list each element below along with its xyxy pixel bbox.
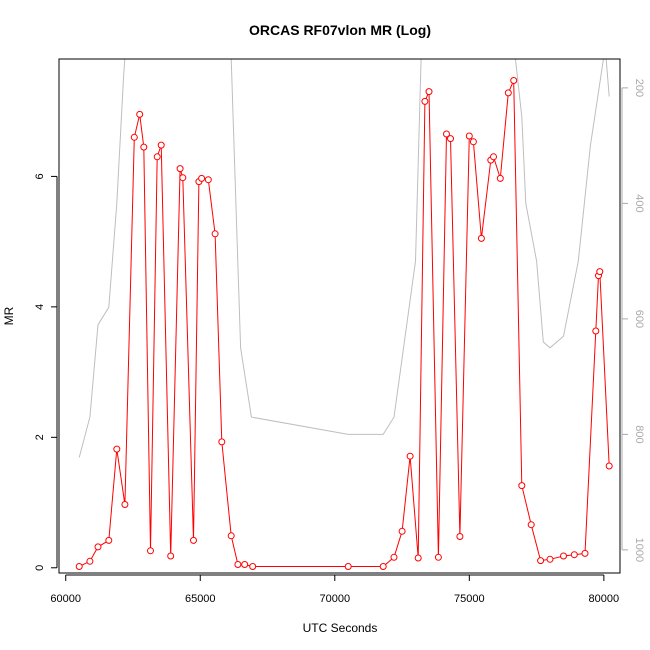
x-tick-label: 80000	[589, 593, 620, 605]
data-point	[204, 176, 212, 184]
right-tick-label: 800	[633, 425, 645, 443]
data-point	[537, 557, 545, 565]
data-point	[560, 552, 567, 560]
data-point	[130, 133, 138, 141]
y-tick-label: 6	[34, 173, 46, 179]
right-tick-label: 1000	[633, 538, 645, 562]
data-point	[456, 533, 464, 540]
x-tick-label: 70000	[319, 593, 350, 605]
data-point	[469, 138, 477, 146]
data-point	[496, 174, 504, 182]
data-point	[157, 141, 165, 149]
right-tick-label: 600	[633, 310, 645, 328]
plot-frame	[58, 58, 621, 574]
data-point	[249, 563, 257, 570]
data-point	[153, 153, 161, 161]
data-point	[421, 97, 429, 105]
data-point	[434, 553, 442, 561]
data-point	[414, 554, 422, 562]
right-tick-label: 400	[633, 194, 645, 212]
y-tick-label: 0	[34, 565, 46, 571]
data-point	[398, 527, 406, 535]
data-point	[390, 553, 398, 561]
data-point	[198, 174, 206, 182]
data-point	[546, 555, 554, 563]
data-point	[113, 445, 121, 453]
data-point	[447, 135, 454, 143]
x-axis: 60000 65000 70000 75000 80000	[50, 574, 620, 605]
data-point	[227, 532, 235, 540]
series-line-mr	[78, 80, 610, 567]
y-tick-label: 2	[34, 434, 46, 440]
data-point	[570, 551, 578, 559]
y-tick-label: 4	[34, 304, 46, 310]
data-point	[190, 536, 197, 544]
data-point	[477, 234, 485, 242]
data-point	[406, 452, 414, 460]
data-point	[596, 268, 604, 276]
data-point	[605, 462, 613, 470]
y-axis-label: MR	[2, 306, 16, 325]
data-point	[136, 110, 144, 118]
data-point	[443, 130, 450, 138]
series-line-pressure	[78, 59, 610, 458]
data-point	[527, 521, 535, 529]
data-point	[581, 549, 589, 557]
data-point	[121, 501, 129, 508]
data-point	[510, 77, 518, 84]
data-point	[241, 561, 249, 568]
data-point	[344, 563, 352, 570]
data-point	[490, 153, 497, 161]
chart-title: ORCAS RF07vlon MR (Log)	[249, 22, 431, 38]
data-point	[94, 543, 102, 551]
right-tick-label: 200	[633, 79, 645, 97]
x-tick-label: 75000	[454, 593, 485, 605]
data-point	[518, 482, 526, 490]
data-point	[86, 557, 94, 565]
data-point	[379, 563, 387, 570]
data-point	[211, 230, 219, 238]
data-point	[504, 89, 512, 97]
data-point	[140, 143, 148, 151]
data-point	[167, 552, 175, 560]
data-point	[465, 132, 473, 140]
data-point	[105, 536, 113, 544]
data-point	[425, 88, 433, 96]
data-point	[75, 563, 83, 570]
right-axis: 200 400 600 800 1000	[621, 79, 645, 562]
data-point	[592, 327, 600, 335]
data-point	[179, 174, 187, 182]
y-axis: 0 2 4 6	[34, 173, 58, 571]
plot-area	[75, 59, 613, 570]
data-point	[218, 438, 226, 446]
x-tick-label: 65000	[185, 593, 216, 605]
data-point	[234, 561, 242, 568]
x-axis-label: UTC Seconds	[303, 621, 378, 635]
data-point	[176, 165, 184, 173]
data-point	[147, 547, 154, 555]
x-tick-label: 60000	[50, 593, 81, 605]
